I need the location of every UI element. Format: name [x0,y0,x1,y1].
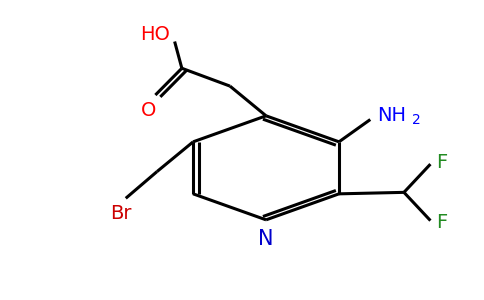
Text: N: N [258,229,274,249]
Text: Br: Br [110,204,132,223]
Text: HO: HO [140,25,170,44]
Text: NH: NH [378,106,407,124]
Text: F: F [436,213,447,232]
Text: O: O [140,101,156,120]
Text: F: F [436,153,447,172]
Text: 2: 2 [412,113,421,127]
